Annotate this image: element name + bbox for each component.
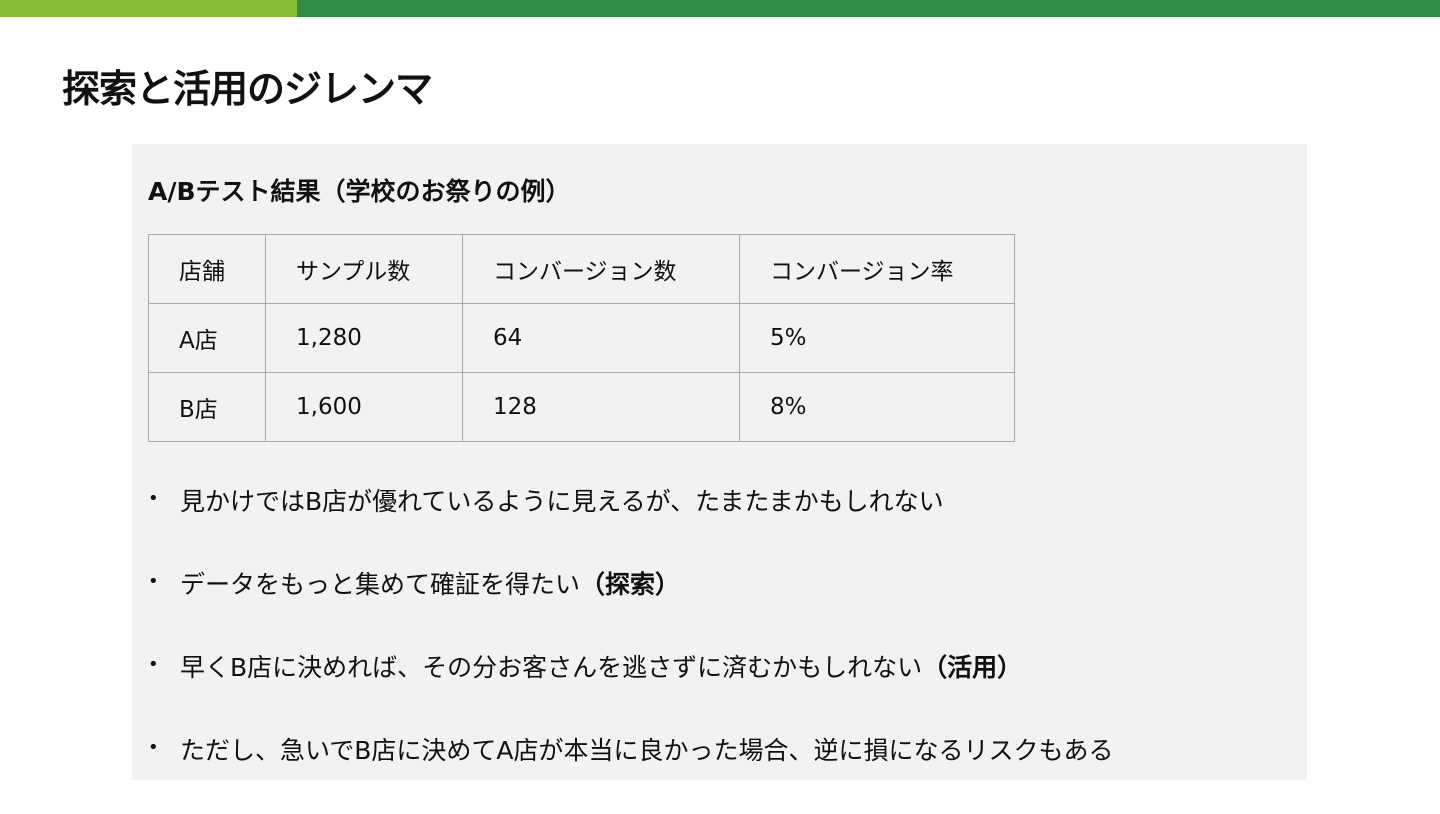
ab-test-table: 店舗 サンプル数 コンバージョン数 コンバージョン率 A店 1,280 64 5… [148,234,1015,442]
cell-conversion-rate: 5% [739,303,1015,373]
header-conversion-rate: コンバージョン率 [739,234,1015,304]
cell-samples: 1,280 [265,303,463,373]
content-panel: A/Bテスト結果（学校のお祭りの例） 店舗 サンプル数 コンバージョン数 コンバ… [132,144,1307,780]
top-accent-bar-light [0,0,297,17]
header-store: 店舗 [148,234,266,304]
bullet-text: ただし、急いでB店に決めてA店が本当に良かった場合、逆に損になるリスクもある [180,736,1114,765]
bullet-emphasis: （活用） [922,653,1023,682]
list-item: • データをもっと集めて確証を得たい（探索） [148,565,1114,648]
bullet-icon: • [148,571,159,592]
table-row: A店 1,280 64 5% [148,303,1015,373]
table-header-row: 店舗 サンプル数 コンバージョン数 コンバージョン率 [148,234,1015,304]
cell-conversion-rate: 8% [739,372,1015,442]
list-item: • 早くB店に決めれば、その分お客さんを逃さずに済むかもしれない（活用） [148,648,1114,731]
cell-samples: 1,600 [265,372,463,442]
bullet-icon: • [148,488,159,509]
bullet-icon: • [148,654,159,675]
cell-conversions: 128 [462,372,740,442]
bullet-emphasis: （探索） [580,570,681,599]
header-conversions: コンバージョン数 [462,234,740,304]
table-caption: A/Bテスト結果（学校のお祭りの例） [148,177,571,206]
header-samples: サンプル数 [265,234,463,304]
bullet-text: データをもっと集めて確証を得たい [180,570,581,599]
cell-conversions: 64 [462,303,740,373]
bullet-list: • 見かけではB店が優れているように見えるが、たまたまかもしれない • データをもっ… [148,482,1114,814]
cell-store: A店 [148,303,266,373]
table-row: B店 1,600 128 8% [148,372,1015,442]
list-item: • 見かけではB店が優れているように見えるが、たまたまかもしれない [148,482,1114,565]
cell-store: B店 [148,372,266,442]
bullet-text: 見かけではB店が優れているように見えるが、たまたまかもしれない [180,487,944,516]
slide-title: 探索と活用のジレンマ [62,67,433,111]
list-item: • ただし、急いでB店に決めてA店が本当に良かった場合、逆に損になるリスクもある [148,731,1114,814]
top-accent-bar-dark [297,0,1440,17]
bullet-icon: • [148,737,159,758]
bullet-text: 早くB店に決めれば、その分お客さんを逃さずに済むかもしれない [180,653,923,682]
